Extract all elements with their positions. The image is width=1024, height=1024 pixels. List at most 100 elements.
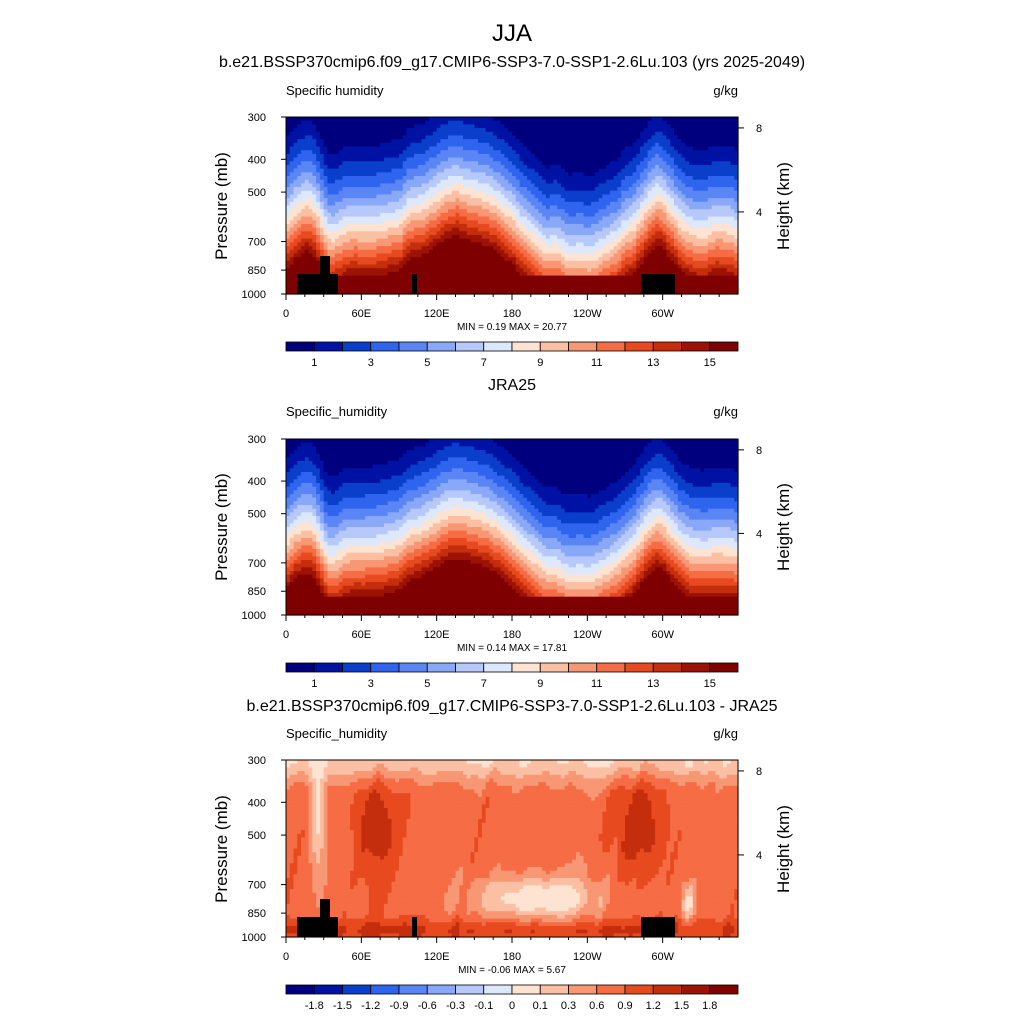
heatmap-cell [402,260,408,266]
heatmap-cell [523,128,528,133]
heatmap-cell [470,120,475,125]
heatmap-cell [628,131,634,137]
heatmap-cell [636,264,641,269]
heatmap-cell [312,198,317,203]
heatmap-cell [297,190,302,196]
heatmap-cell [625,172,630,177]
heatmap-cell [625,275,630,280]
heatmap-cell [301,286,306,291]
heatmap-cell [421,176,426,181]
heatmap-cell [421,242,426,247]
heatmap-cell [568,242,573,247]
heatmap-cell [331,179,336,184]
heatmap-cell [485,220,490,225]
heatmap-cell [508,128,513,133]
heatmap-cell [319,128,325,133]
heatmap-cell [572,238,577,243]
heatmap-cell [493,220,498,225]
heatmap-cell [519,135,524,140]
heatmap-cell [289,198,295,203]
heatmap-cell [496,209,502,214]
heatmap-cell [485,146,490,151]
heatmap-cell [606,176,611,181]
heatmap-cell [583,117,588,122]
heatmap-cell [500,227,506,232]
heatmap-cell [591,246,596,251]
heatmap-cell [647,249,652,255]
heatmap-cell [673,231,679,236]
heatmap-cell [372,128,377,133]
heatmap-cell [508,142,513,148]
heatmap-cell [436,150,442,155]
heatmap-cell [515,157,521,162]
heatmap-cell [493,120,498,125]
heatmap-cell [308,253,313,258]
heatmap-cell [444,253,449,258]
heatmap-cell [316,246,321,251]
heatmap-cell [470,176,475,181]
heatmap-cell [466,135,472,140]
heatmap-cell [658,179,664,184]
heatmap-cell [598,190,603,196]
heatmap-cell [500,128,506,133]
heatmap-cell [470,150,475,155]
heatmap-cell [286,260,291,266]
heatmap-cell [628,142,634,148]
heatmap-cell [500,212,506,218]
heatmap-cell [542,249,547,255]
heatmap-cell [527,124,532,129]
heatmap-cell [651,235,656,240]
heatmap-cell [560,275,566,280]
heatmap-cell [636,271,641,277]
heatmap-cell [481,212,487,218]
heatmap-cell [534,153,539,159]
heatmap-cell [293,286,298,291]
heatmap-cell [594,176,600,181]
heatmap-cell [353,161,359,166]
heatmap-cell [576,128,581,133]
heatmap-cell [628,183,634,188]
heatmap-cell [372,286,377,291]
heatmap-cell [308,150,313,155]
heatmap-cell [500,279,506,284]
heatmap-cell [553,117,558,122]
heatmap-cell [609,161,615,166]
heatmap-cell [673,187,679,192]
heatmap-cell [301,164,306,170]
heatmap-cell [500,205,506,210]
heatmap-cell [368,271,374,277]
heatmap-cell [376,231,381,236]
heatmap-cell [286,238,291,243]
heatmap-cell [436,131,442,137]
heatmap-cell [545,128,551,133]
heatmap-cell [670,235,675,240]
heatmap-cell [361,128,366,133]
heatmap-cell [463,282,468,288]
heatmap-cell [399,264,404,269]
heatmap-cell [429,275,434,280]
heatmap-cell [383,205,389,210]
heatmap-cell [527,205,532,210]
heatmap-cell [572,139,577,144]
heatmap-cell [489,227,494,232]
heatmap-cell [579,257,585,262]
heatmap-cell [527,120,532,125]
heatmap-cell [602,198,607,203]
heatmap-cell [640,187,645,192]
heatmap-cell [286,235,291,240]
heatmap-cell [365,128,370,133]
heatmap-cell [350,209,355,214]
heatmap-cell [489,290,494,295]
heatmap-cell [417,253,423,258]
heatmap-cell [606,194,611,199]
heatmap-cell [346,150,351,155]
heatmap-cell [447,176,453,181]
heatmap-cell [500,168,506,173]
heatmap-cell [504,139,509,144]
heatmap-cell [508,120,513,125]
heatmap-cell [579,183,585,188]
heatmap-cell [466,153,472,159]
heatmap-cell [342,190,347,196]
heatmap-cell [613,275,619,280]
heatmap-cell [643,220,649,225]
